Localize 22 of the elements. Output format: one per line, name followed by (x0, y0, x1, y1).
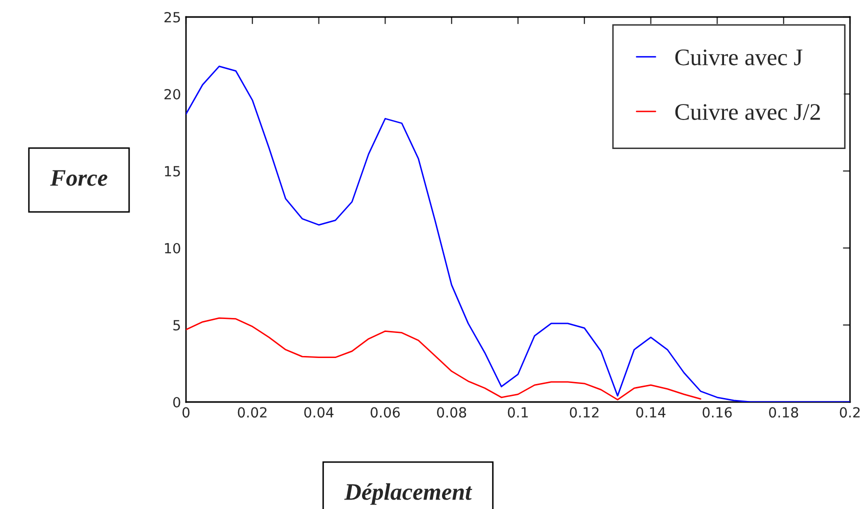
y-tick-label: 20 (164, 88, 180, 100)
y-axis-title: Force (50, 170, 108, 186)
x-axis-title: Déplacement (344, 483, 472, 505)
x-tick-label: 0.08 (437, 407, 466, 418)
x-tick-label: 0.14 (636, 407, 666, 418)
x-tick-label: 0.2 (840, 407, 860, 418)
x-tick-label: 0 (182, 407, 190, 418)
y-tick-label: 15 (164, 166, 180, 176)
x-tick-label: 0.16 (702, 407, 732, 418)
x-tick-label: 0.1 (508, 407, 528, 418)
y-tick-label: 0 (173, 396, 180, 408)
y-tick-label: 10 (164, 242, 180, 254)
legend-label: Cuivre avec J (675, 49, 802, 66)
y-tick-label: 25 (164, 12, 180, 22)
x-tick-label: 0.12 (570, 407, 598, 418)
x-tick-label: 0.04 (304, 407, 334, 418)
x-tick-label: 0.18 (769, 407, 798, 418)
legend-label: Cuivre avec J/2 (675, 104, 820, 120)
x-tick-label: 0.02 (238, 407, 266, 418)
y-tick-label: 5 (173, 320, 180, 330)
line-series (186, 317, 702, 400)
x-tick-label: 0.06 (370, 407, 400, 418)
